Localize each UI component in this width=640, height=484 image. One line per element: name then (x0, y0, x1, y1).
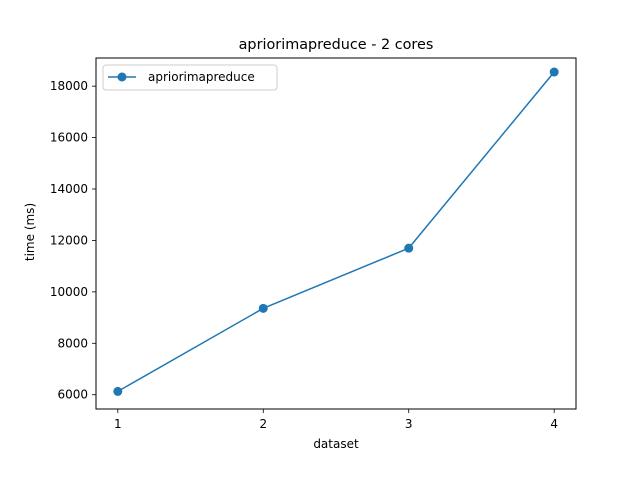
y-tick-label: 18000 (50, 79, 88, 93)
y-tick-label: 14000 (50, 182, 88, 196)
data-point (113, 386, 123, 396)
y-tick-label: 16000 (50, 131, 88, 145)
y-tick-label: 12000 (50, 233, 88, 247)
x-axis-label: dataset (313, 437, 359, 451)
chart-title: apriorimapreduce - 2 cores (239, 37, 434, 53)
axis-ticks: 1 2 3 4 6000 8000 10000 12000 14000 16000 18000 (50, 79, 558, 431)
legend: apriorimapreduce (102, 64, 278, 91)
x-tick-label: 2 (259, 417, 267, 431)
x-tick-label: 3 (405, 417, 413, 431)
x-tick-label: 1 (114, 417, 122, 431)
y-axis-label: time (ms) (23, 203, 37, 261)
data-point (549, 67, 559, 77)
x-tick-label: 4 (550, 417, 558, 431)
legend-series-label: apriorimapreduce (148, 70, 255, 84)
data-point (258, 303, 268, 313)
y-tick-label: 6000 (57, 388, 88, 402)
legend-box (102, 64, 278, 91)
series-line (117, 71, 555, 393)
legend-series-marker (117, 72, 127, 82)
y-tick-label: 8000 (57, 336, 88, 350)
series-layer (113, 67, 559, 396)
axes-frame (95, 57, 577, 410)
data-point (404, 243, 414, 253)
y-tick-label: 10000 (50, 285, 88, 299)
